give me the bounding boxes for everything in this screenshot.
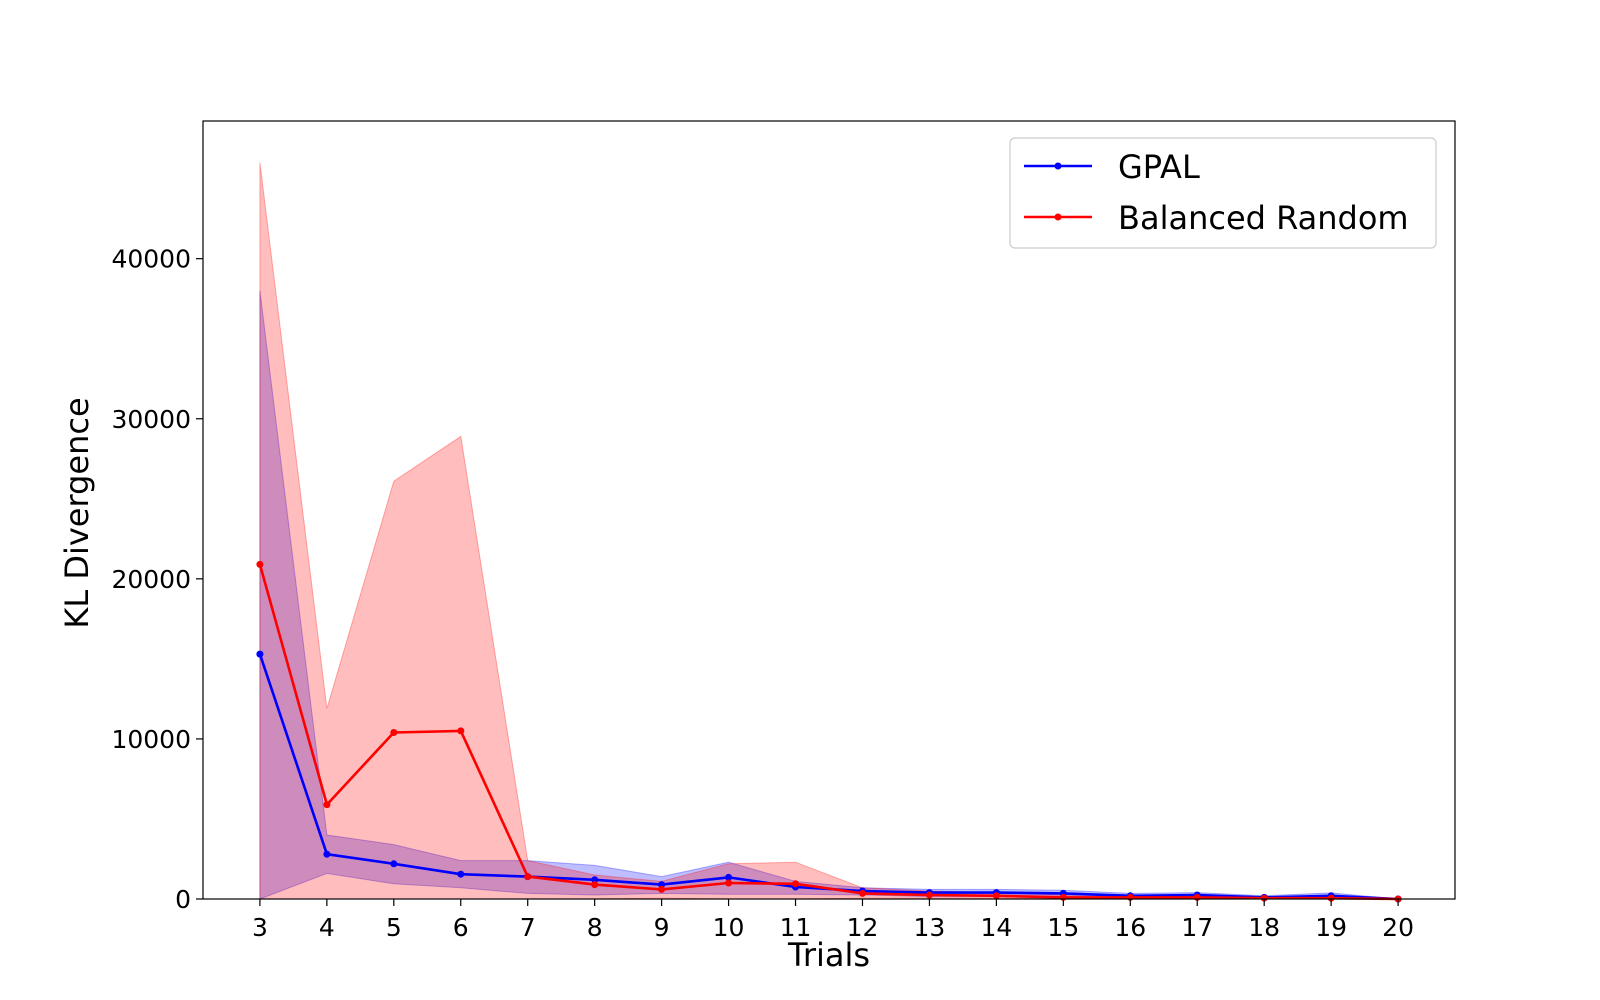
balanced-random-point	[323, 801, 331, 809]
gpal-point	[457, 870, 465, 878]
balanced-random-legend-marker	[1054, 213, 1062, 221]
legend-frame	[1009, 137, 1437, 249]
x-tick-label: 17	[1181, 913, 1213, 942]
x-tick-label: 14	[980, 913, 1012, 942]
y-tick-label: 10000	[111, 725, 191, 754]
x-tick-label: 5	[386, 913, 402, 942]
balanced-random-point	[390, 729, 398, 736]
x-tick-label: 19	[1315, 913, 1347, 942]
y-tick-label: 20000	[111, 565, 191, 594]
x-axis-ticks: 3 4 5 6 7 8 9 10 11 12 13 14 15 16 17 18 19 20	[252, 899, 1414, 942]
x-tick-label: 20	[1382, 913, 1414, 942]
y-tick-label: 40000	[111, 245, 191, 274]
balanced-random-point	[524, 873, 532, 881]
x-tick-label: 18	[1248, 913, 1280, 942]
plot-frame	[202, 120, 1456, 900]
x-tick-label: 6	[453, 913, 469, 942]
x-tick-label: 7	[520, 913, 536, 942]
balanced-random-point	[859, 889, 866, 897]
x-tick-label: 8	[587, 913, 603, 942]
balanced-random-point	[1327, 894, 1335, 902]
x-tick-label: 11	[780, 913, 812, 942]
series-lines	[256, 560, 1402, 903]
balanced-random-point	[792, 880, 799, 888]
gpal-point	[658, 881, 666, 889]
x-tick-label: 13	[914, 913, 946, 942]
balanced-random-point	[658, 885, 666, 893]
balanced-random-point	[457, 727, 465, 735]
gpal-point	[725, 873, 733, 881]
balanced-random-point	[925, 891, 933, 899]
x-tick-label: 16	[1114, 913, 1146, 942]
balanced-random-point	[725, 879, 733, 887]
x-tick-label: 3	[252, 913, 268, 942]
balanced-random-line	[258, 564, 1399, 901]
x-tick-label: 12	[847, 913, 879, 942]
gpal-legend-label: GPAL	[1118, 148, 1200, 186]
gpal-point	[256, 650, 264, 658]
y-tick-label: 0	[175, 885, 191, 914]
x-axis-title: Trials	[787, 936, 870, 974]
y-axis-title: KL Divergence	[58, 397, 96, 628]
legend: GPAL Balanced Random	[1009, 137, 1437, 249]
x-tick-label: 9	[654, 913, 670, 942]
y-tick-label: 30000	[111, 405, 191, 434]
gpal-point	[323, 850, 331, 858]
x-tick-label: 15	[1047, 913, 1079, 942]
balanced-random-confidence-band	[259, 162, 1399, 900]
x-tick-label: 10	[713, 913, 745, 942]
balanced-random-point	[992, 892, 1000, 900]
confidence-bands	[259, 162, 1399, 900]
gpal-point	[390, 860, 398, 868]
balanced-random-point	[591, 881, 599, 889]
balanced-random-point	[1260, 894, 1268, 902]
gpal-point	[591, 876, 599, 884]
y-axis-ticks: 0 10000 20000 30000 40000	[111, 245, 203, 914]
gpal-legend-marker	[1054, 162, 1062, 170]
balanced-random-legend-label: Balanced Random	[1118, 199, 1409, 237]
balanced-random-point	[256, 560, 264, 568]
x-tick-label: 4	[319, 913, 335, 942]
